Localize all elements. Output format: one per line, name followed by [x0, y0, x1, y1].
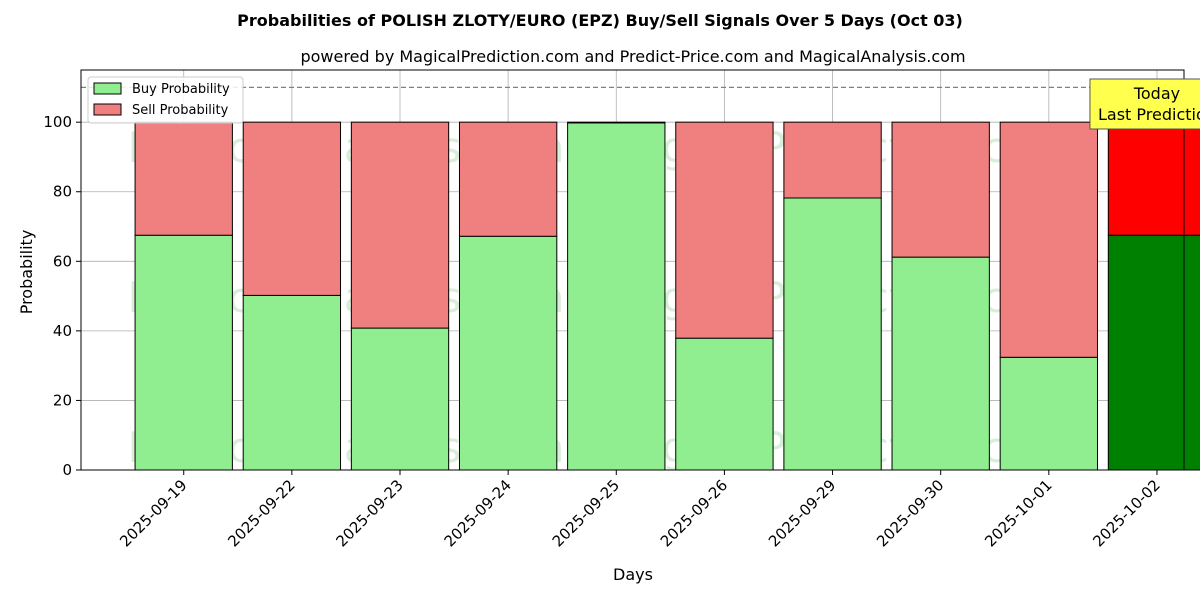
x-tick-label: 2025-09-30	[873, 476, 947, 550]
annotation-box	[1089, 78, 1200, 130]
legend-swatch	[93, 103, 122, 116]
legend-swatch	[93, 82, 122, 95]
plot-frame	[80, 69, 1185, 471]
bar-sell	[350, 121, 450, 329]
x-tick-label: 2025-10-02	[1089, 476, 1163, 550]
x-axis-label: Days	[613, 565, 653, 584]
y-tick-label: 0	[62, 461, 72, 479]
bar-buy	[458, 235, 558, 471]
chart-subtitle: powered by MagicalPrediction.com and Pre…	[300, 47, 965, 66]
x-tick-label: 2025-09-23	[332, 476, 406, 550]
bar-buy	[675, 337, 774, 471]
bar-buy	[134, 234, 233, 471]
bar-sell	[891, 121, 990, 258]
annotation-text: Today	[1133, 84, 1180, 103]
bar-sell	[242, 121, 342, 296]
x-tick-label: 2025-10-01	[981, 476, 1055, 550]
bar-sell	[999, 121, 1098, 358]
annotation-text: Last Prediction	[1098, 105, 1200, 124]
y-tick-label: 80	[53, 183, 72, 201]
x-tick-label: 2025-09-29	[765, 476, 839, 550]
x-tick-label: 2025-09-24	[441, 476, 515, 550]
y-tick-label: 40	[53, 322, 72, 340]
legend-label: Sell Probability	[132, 103, 229, 118]
x-tick-label: 2025-09-25	[549, 476, 623, 550]
bar-buy	[350, 327, 450, 471]
bar-buy	[1107, 234, 1200, 471]
bar-buy	[783, 197, 882, 471]
bar-buy	[567, 122, 666, 471]
bar-sell	[134, 121, 233, 236]
x-tick-label: 2025-09-19	[116, 476, 190, 550]
bar-buy	[242, 294, 342, 471]
x-tick-label: 2025-09-22	[224, 476, 298, 550]
y-tick-label: 20	[53, 391, 72, 409]
chart-title: Probabilities of POLISH ZLOTY/EURO (EPZ)…	[237, 11, 963, 30]
legend: Buy Probability Sell Probability	[87, 76, 244, 124]
y-tick-label: 60	[53, 252, 72, 270]
legend-box	[87, 76, 244, 124]
legend-label: Buy Probability	[132, 82, 230, 97]
bar-buy	[999, 356, 1098, 471]
x-tick-label: 2025-09-26	[657, 476, 731, 550]
bar-sell	[675, 121, 774, 339]
bar-sell	[1107, 121, 1200, 236]
bar-sell	[783, 121, 882, 199]
y-tick-label: 100	[43, 113, 72, 131]
y-axis-label: Probability	[17, 230, 36, 315]
bar-sell	[458, 121, 558, 237]
bar-sell	[567, 121, 666, 124]
plot-area: 020406080100MagicalAnalysis.comMagicalPr…	[43, 69, 1200, 550]
bar-buy	[891, 256, 990, 471]
today-annotation: Today Last Prediction	[1089, 78, 1200, 130]
